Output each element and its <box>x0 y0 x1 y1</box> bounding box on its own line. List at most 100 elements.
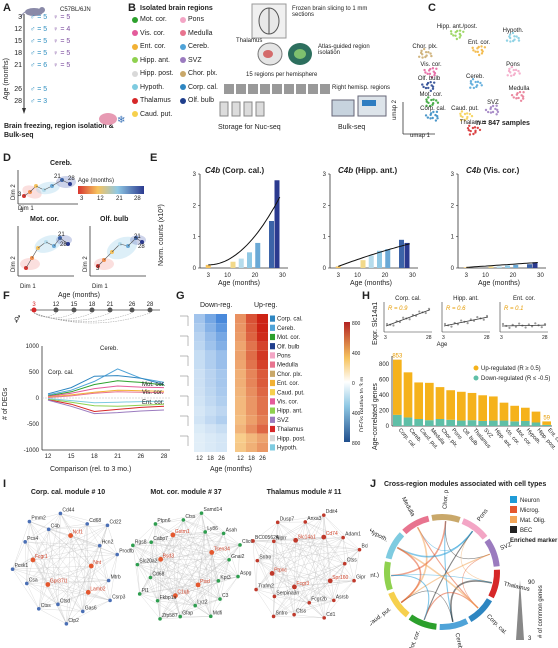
i-network-edge <box>252 540 257 590</box>
e-xtick-label: 10 <box>224 273 231 279</box>
umap-point <box>466 126 470 130</box>
e-ytick-label: 1 <box>323 235 327 241</box>
j-sector-arc <box>484 538 500 567</box>
i-network-edge <box>274 596 310 603</box>
f-timeline: 3 12 15 18 21 26 28 <box>30 302 160 324</box>
g-region-label: Hipp. ant. <box>277 409 303 415</box>
umap-point <box>469 82 473 85</box>
umap-point <box>489 111 493 114</box>
region-dot <box>132 111 138 117</box>
i-network-edge <box>139 577 151 595</box>
i-network-edge <box>88 592 111 601</box>
i-network-edge <box>48 529 109 581</box>
umap-point <box>423 68 426 72</box>
h-bottom-value: 59 <box>543 415 550 421</box>
h-bar-up <box>478 395 487 421</box>
h-ytick-label: 800 <box>379 362 390 368</box>
i-network-edge <box>175 559 230 596</box>
i-network-edge <box>219 559 230 600</box>
i-network-edge <box>257 560 325 618</box>
h-mini-point <box>501 322 505 326</box>
umap-point <box>427 86 430 90</box>
j-legend-swatch <box>510 496 517 503</box>
h-legend-down-swatch <box>473 375 479 381</box>
g-heat-cell <box>205 350 216 360</box>
umap-point <box>418 55 421 59</box>
colorbar-title: Age (months) <box>78 178 115 184</box>
h-mini-r: R = 0.6 <box>446 306 466 312</box>
i-network-edge <box>151 513 202 543</box>
g-region-swatch <box>270 333 275 341</box>
g-heat-cell <box>235 323 246 333</box>
g-heat-cell <box>235 406 246 416</box>
i-network-edge <box>305 521 331 581</box>
g-heat-cell <box>246 442 257 452</box>
umap-point <box>494 107 497 111</box>
umap-point <box>436 117 439 120</box>
pca-title-motcor: Mot. cor. <box>30 216 59 223</box>
i-network-edge <box>57 604 67 624</box>
i-gene-label: C1qb <box>177 590 189 596</box>
umap-point <box>463 118 466 122</box>
i-network-edge <box>157 559 230 601</box>
i-network-edge <box>25 541 67 624</box>
i-network-node <box>105 523 110 528</box>
i-network-edge <box>139 593 161 619</box>
umap-n-text: n = 847 samples <box>476 120 530 127</box>
f-xtick-label: 18 <box>91 454 98 460</box>
i-network-edge <box>309 600 334 603</box>
umap-point <box>521 97 525 100</box>
h-category-label: SVZ <box>482 427 494 440</box>
i-network-edge <box>159 598 221 619</box>
i-network-node <box>209 550 215 555</box>
i-network-edge <box>252 522 278 542</box>
i-network-edge <box>87 523 118 555</box>
h-mini-point <box>392 324 395 327</box>
g-heat-cell <box>235 442 246 452</box>
g-heat-cell <box>246 378 257 388</box>
region-name: Olf. bulb <box>188 97 215 104</box>
i-network-node <box>221 531 226 536</box>
i-network-edge <box>137 564 211 617</box>
cohort-row: 12 ♂ = 5 ♀ = 4 <box>6 26 70 33</box>
i-network-edge <box>32 529 49 560</box>
i-network-edge <box>160 559 199 585</box>
pca-ylabel: Dim 2 <box>83 256 89 272</box>
h-mini-point <box>518 322 521 325</box>
g-heat-cell <box>205 332 216 342</box>
i-network-node <box>271 614 276 619</box>
f-timeline-point <box>31 307 37 313</box>
f-ytick-label: -1000 <box>24 448 40 454</box>
i-network-node <box>172 593 178 599</box>
umap-point <box>480 52 484 55</box>
umap-point <box>421 56 424 59</box>
region-legend-item: Cereb. <box>180 43 209 50</box>
umap-point <box>432 98 435 101</box>
i-network-edge <box>159 533 224 619</box>
j-sector-arc <box>468 598 493 623</box>
f-deg-lines: 1000 500 0 -500 -1000 12 15 18 21 26 28 Cereb. Corp.… <box>24 344 170 460</box>
umap-point <box>477 53 481 57</box>
i-network-edge <box>272 573 331 581</box>
i-network-edge <box>150 577 176 596</box>
i-network-edge <box>150 523 156 578</box>
i-network-edge <box>253 537 344 542</box>
h-top-value: 853 <box>392 354 403 360</box>
pca-age-label: 28 <box>138 244 145 250</box>
i-network-edge <box>257 560 334 601</box>
i-network-edge <box>12 523 88 570</box>
g-heat-cell <box>216 378 227 388</box>
f-age-label: Age (months) <box>58 292 101 299</box>
i-network-node <box>272 594 277 599</box>
i-network-edge <box>38 608 83 612</box>
umap-point <box>435 67 438 71</box>
umap-point <box>510 74 513 77</box>
e-bar <box>368 255 374 268</box>
g-heat-cell <box>235 332 246 342</box>
i-network-edge <box>172 531 206 536</box>
i-gene-label: Slc14a1 <box>298 534 316 540</box>
i-gene-label: C3 <box>222 593 229 599</box>
umap-point <box>427 51 430 54</box>
h-bar-up <box>489 396 498 421</box>
j-sector-arc <box>431 514 461 523</box>
